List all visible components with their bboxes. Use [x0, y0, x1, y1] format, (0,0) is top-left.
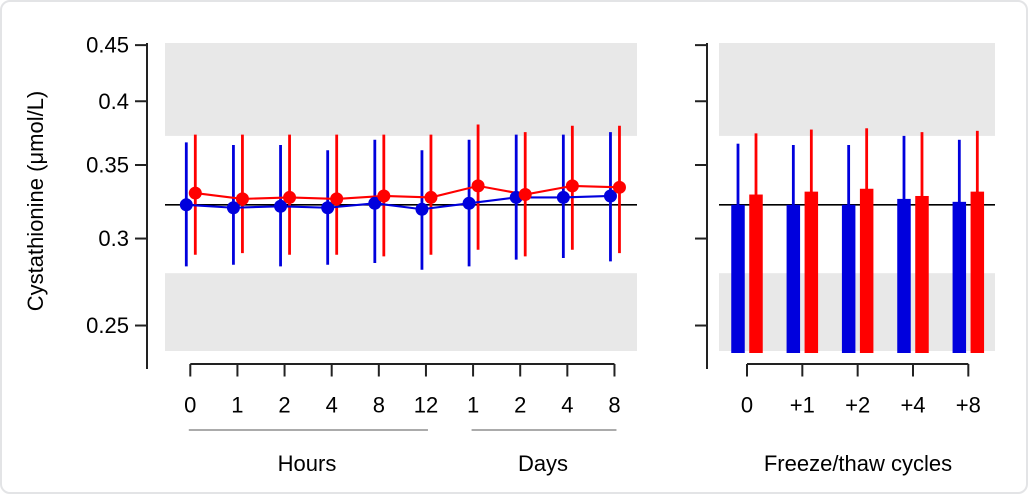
bar-blue — [952, 201, 967, 353]
x-tick-label: +2 — [845, 393, 870, 418]
data-point-blue — [603, 189, 617, 203]
x-tick-label: 2 — [278, 393, 290, 418]
y-tick-label: 0.3 — [98, 226, 129, 251]
data-point-red — [377, 189, 391, 203]
x-tick-label: +4 — [900, 393, 925, 418]
y-tick-label: 0.45 — [86, 33, 129, 58]
band-below-range — [719, 273, 995, 351]
data-point-red — [424, 190, 438, 204]
data-point-red — [330, 192, 344, 206]
data-point-red — [283, 190, 297, 204]
x-tick-label: 0 — [184, 393, 196, 418]
y-tick-label: 0.4 — [98, 89, 129, 114]
bar-red — [749, 194, 763, 353]
y-tick-label: 0.35 — [86, 153, 129, 178]
series-line-red — [195, 184, 620, 200]
data-point-red — [612, 180, 626, 194]
bar-blue — [731, 204, 745, 353]
data-point-red — [565, 179, 579, 193]
data-point-blue — [226, 201, 240, 215]
data-point-blue — [274, 199, 288, 213]
data-point-red — [188, 186, 202, 200]
band-above-range — [165, 43, 637, 136]
x-tick-label: +8 — [956, 393, 981, 418]
band-below-range — [165, 273, 637, 351]
x-group-label-hours: Hours — [277, 451, 337, 476]
data-point-blue — [368, 196, 382, 210]
bar-blue — [841, 204, 856, 353]
data-point-blue — [415, 202, 429, 216]
x-tick-label: 1 — [467, 393, 479, 418]
x-tick-label: 4 — [561, 393, 573, 418]
x-group-label-days: Days — [517, 451, 569, 476]
bar-red — [804, 191, 819, 353]
data-point-red — [518, 188, 532, 202]
data-point-blue — [321, 201, 335, 215]
y-tick-label: 0.25 — [86, 313, 129, 338]
data-point-red — [235, 192, 249, 206]
bar-blue — [786, 204, 801, 353]
y-axis-title: Cystathionine (μmol/L) — [23, 90, 48, 312]
data-point-blue — [462, 196, 476, 210]
x-tick-label: 4 — [326, 393, 338, 418]
bar-blue — [897, 198, 911, 353]
band-above-range — [719, 43, 995, 136]
bar-red — [859, 188, 874, 353]
x-tick-label: 0 — [741, 393, 753, 418]
x-tick-label: 2 — [514, 393, 526, 418]
series-line-blue — [186, 194, 611, 211]
data-point-red — [471, 179, 485, 193]
data-point-blue — [556, 190, 570, 204]
x-tick-label: 12 — [414, 393, 438, 418]
bar-red — [970, 191, 985, 353]
x-axis-title-freeze-thaw: Freeze/thaw cycles — [763, 451, 953, 476]
x-tick-label: +1 — [790, 393, 815, 418]
x-tick-label: 1 — [231, 393, 243, 418]
x-tick-label: 8 — [608, 393, 620, 418]
x-tick-label: 8 — [373, 393, 385, 418]
bar-red — [915, 195, 929, 353]
data-point-blue — [179, 198, 193, 212]
